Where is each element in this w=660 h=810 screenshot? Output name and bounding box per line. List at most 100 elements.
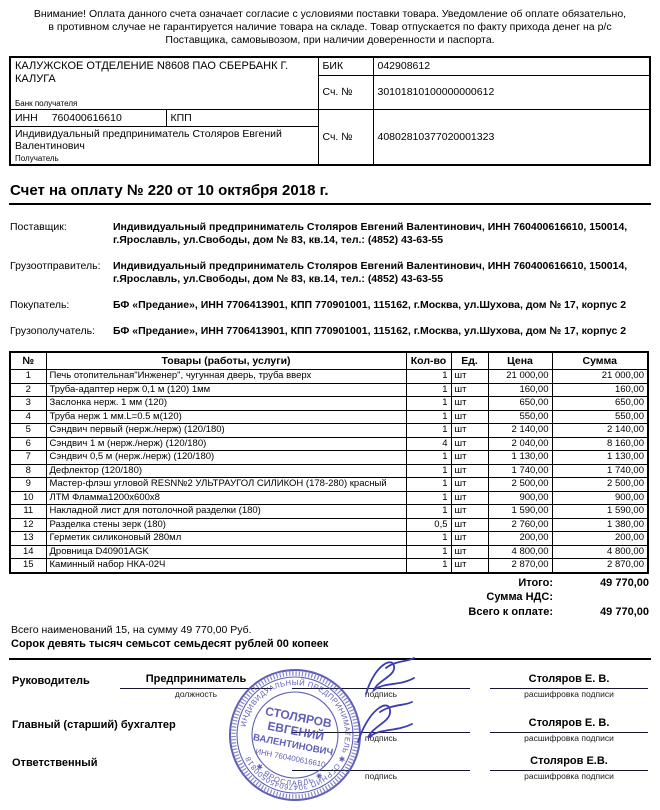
column-header: Товары (работы, услуги)	[45, 351, 407, 370]
party-label: Покупатель:	[10, 299, 70, 311]
sign-cell: подпись	[292, 754, 470, 781]
cell: 900,00	[487, 490, 553, 505]
cell: 1 130,00	[487, 450, 553, 465]
cell: 200,00	[551, 531, 649, 546]
table-row: 3 Заслонка нерж. 1 мм (120) 1 шт 650,00 650,0…	[9, 396, 649, 411]
cell: Сэндвич 0,5 м (нерж./нерж) (120/180)	[45, 450, 407, 465]
attention-note: Внимание! Оплата данного счета означает …	[33, 8, 627, 46]
cell: 1 740,00	[487, 463, 553, 478]
cell: 5	[9, 423, 47, 438]
signature-role: Главный (старший) бухгалтер	[12, 719, 176, 731]
column-header: Ед.	[450, 351, 489, 370]
cell: шт	[450, 423, 489, 438]
cell: 2 500,00	[487, 477, 553, 492]
party-value: Индивидуальный предприниматель Столяров …	[113, 221, 628, 246]
cell: 2 870,00	[551, 558, 649, 573]
party-row: Покупатель: БФ «Предание», ИНН 7706413901…	[10, 299, 652, 312]
cell: Разделка стены зерк (180)	[45, 517, 407, 532]
name-cell: Столяров Е. В. расшифровка подписи	[490, 716, 648, 743]
title-rule	[9, 203, 651, 205]
cell: 650,00	[551, 396, 649, 411]
account-label: Сч. №	[317, 109, 374, 166]
sign-line	[292, 716, 470, 733]
cell: 10	[9, 490, 47, 505]
table-row: 7 Сэндвич 0,5 м (нерж./нерж) (120/180) 1 шт…	[9, 450, 649, 465]
items-table: № Товары (работы, услуги) Кол-во Ед. Цена Сум…	[9, 351, 649, 574]
cell: 900,00	[551, 490, 649, 505]
table-row: 12 Разделка стены зерк (180) 0,5 шт 2 760,00…	[9, 517, 649, 532]
table-row: 9 Мастер-флэш угловой RESN№2 УЛЬТРАУГОЛ С…	[9, 477, 649, 492]
name-caption: расшифровка подписи	[524, 689, 614, 699]
cell: 1 380,00	[551, 517, 649, 532]
table-row: 14 Дровница D40901AGK 1 шт 4 800,00 4 800,00	[9, 544, 649, 559]
sign-caption: подпись	[364, 771, 398, 781]
cell: шт	[450, 396, 489, 411]
cell: ЛТМ Фламма1200х600х8	[45, 490, 407, 505]
cell: 550,00	[487, 409, 553, 424]
signatory-name: Столяров Е. В.	[490, 716, 648, 733]
cell: 1	[405, 504, 452, 519]
cell: 15	[9, 558, 47, 573]
signature-divider	[9, 658, 651, 660]
column-header: Сумма	[551, 351, 649, 370]
items-body: 1 Печь отопительная"Инженер", чугунная дв…	[9, 369, 649, 573]
signature-role: Ответственный	[12, 757, 98, 769]
cell: шт	[450, 463, 489, 478]
cell: шт	[450, 504, 489, 519]
total-value	[553, 591, 649, 606]
name-cell: Столяров Е.В. расшифровка подписи	[490, 754, 648, 781]
cell: 1	[405, 558, 452, 573]
cell: 4	[9, 409, 47, 424]
cell: шт	[450, 544, 489, 559]
total-value: 49 770,00	[600, 605, 649, 618]
cell: 1	[405, 409, 452, 424]
cell: 1 590,00	[551, 504, 649, 519]
cell: 6	[9, 436, 47, 451]
table-row: 11 Накладной лист для потолочной разделки…	[9, 504, 649, 519]
signature-row: Главный (старший) бухгалтер подпись Столя…	[8, 716, 652, 750]
cell: 8 160,00	[551, 436, 649, 451]
party-row: Поставщик: Индивидуальный предприниматель…	[10, 221, 652, 247]
cell: шт	[450, 450, 489, 465]
bank-name-caption: Банк получателя	[15, 99, 78, 108]
bik-label: БИК	[317, 56, 374, 76]
party-label: Поставщик:	[10, 221, 67, 233]
sign-cell: подпись	[292, 716, 470, 743]
cell: Печь отопительная"Инженер", чугунная две…	[45, 369, 407, 384]
name-cell: Столяров Е. В. расшифровка подписи	[490, 672, 648, 699]
cell: 1	[405, 382, 452, 397]
position-cell: Предприниматель должность	[120, 672, 272, 699]
cell: 160,00	[551, 382, 649, 397]
cell: 1	[405, 531, 452, 546]
receiver-caption: Получатель	[15, 154, 59, 163]
column-header: №	[9, 351, 47, 370]
signatory-name: Столяров Е. В.	[490, 672, 648, 689]
cell: 1	[405, 477, 452, 492]
cell: 1 590,00	[487, 504, 553, 519]
cell: 160,00	[487, 382, 553, 397]
cell: 12	[9, 517, 47, 532]
cell: 8	[9, 463, 47, 478]
signatory-name: Столяров Е.В.	[490, 754, 648, 771]
cell: 4 800,00	[487, 544, 553, 559]
total-label: Сумма НДС:	[486, 591, 553, 603]
receiver-name: Индивидуальный предприниматель Столяров …	[15, 128, 282, 152]
signature-row: Ответственный подпись Столяров Е.В. расшиф…	[8, 754, 652, 788]
cell: 1	[405, 544, 452, 559]
table-row: 5 Сэндвич первый (нерж./нерж) (120/180) 1 ш…	[9, 423, 649, 438]
signature-ink-1	[365, 657, 415, 695]
total-row: Сумма НДС:	[8, 591, 649, 606]
cell: 1	[405, 396, 452, 411]
signature-ink-2	[357, 701, 413, 743]
items-header-row: № Товары (работы, услуги) Кол-во Ед. Цена Сум…	[9, 351, 649, 370]
cell: 1 740,00	[551, 463, 649, 478]
cell: 1 130,00	[551, 450, 649, 465]
party-row: Грузополучатель: БФ «Предание», ИНН 77064…	[10, 325, 652, 338]
cell: 200,00	[487, 531, 553, 546]
table-row: 13 Герметик силиконовый 280мл 1 шт 200,00 200…	[9, 531, 649, 546]
kpp-cell: КПП	[165, 109, 319, 127]
summary: Всего наименований 15, на сумму 49 770,0…	[11, 624, 652, 651]
total-label: Итого:	[518, 576, 553, 589]
cell: 3	[9, 396, 47, 411]
party-value: БФ «Предание», ИНН 7706413901, КПП 77090…	[113, 299, 627, 311]
